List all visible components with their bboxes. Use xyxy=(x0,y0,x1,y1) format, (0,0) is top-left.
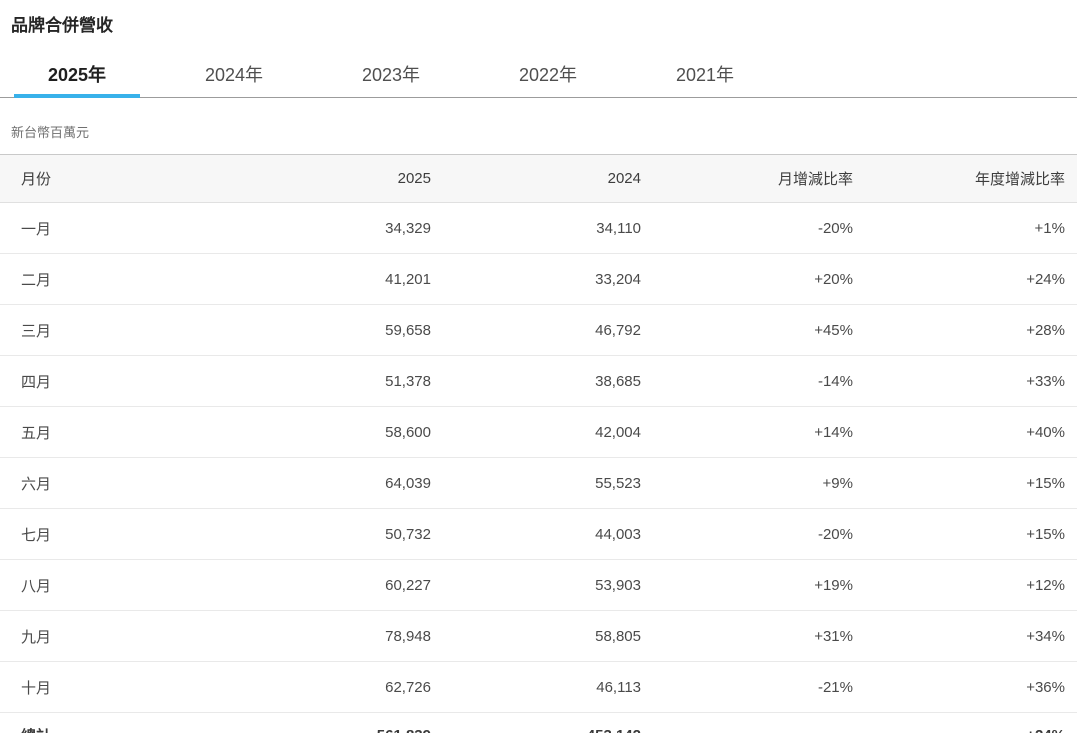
col-header-month: 月份 xyxy=(0,154,233,203)
cell-2025: 60,227 xyxy=(233,559,443,611)
cell-month: 七月 xyxy=(0,508,233,560)
tab-2024[interactable]: 2024年 xyxy=(204,65,264,85)
unit-note: 新台幣百萬元 xyxy=(11,125,90,140)
table-row: 五月 58,600 42,004 +14% +40% xyxy=(0,406,1077,458)
cell-yoy-change: +34% xyxy=(865,610,1077,662)
cell-2024: 46,113 xyxy=(443,661,653,713)
cell-2025: 51,378 xyxy=(233,355,443,407)
cell-2025: 34,329 xyxy=(233,202,443,254)
page-title: 品牌合併營收 xyxy=(11,16,113,35)
cell-mom-change: +9% xyxy=(653,457,865,509)
cell-2025: 78,948 xyxy=(233,610,443,662)
table-row: 七月 50,732 44,003 -20% +15% xyxy=(0,508,1077,560)
table-row: 六月 64,039 55,523 +9% +15% xyxy=(0,457,1077,509)
table-row: 三月 59,658 46,792 +45% +28% xyxy=(0,304,1077,356)
cell-mom-change: +31% xyxy=(653,610,865,662)
table-row: 八月 60,227 53,903 +19% +12% xyxy=(0,559,1077,611)
cell-2024: 38,685 xyxy=(443,355,653,407)
cell-month: 二月 xyxy=(0,253,233,305)
cell-yoy-change: +36% xyxy=(865,661,1077,713)
tab-2023[interactable]: 2023年 xyxy=(361,65,421,85)
cell-2025: 41,201 xyxy=(233,253,443,305)
cell-total-label: 總計 xyxy=(0,713,233,733)
cell-total-mom-change xyxy=(653,713,865,733)
cell-yoy-change: +33% xyxy=(865,355,1077,407)
cell-2025: 64,039 xyxy=(233,457,443,509)
cell-mom-change: -14% xyxy=(653,355,865,407)
cell-month: 六月 xyxy=(0,457,233,509)
revenue-table: 月份 2025 2024 月增減比率 年度增減比率 一月 34,329 34,1… xyxy=(0,154,1077,733)
cell-2025: 62,726 xyxy=(233,661,443,713)
col-header-mom-change: 月增減比率 xyxy=(653,154,865,203)
cell-mom-change: -21% xyxy=(653,661,865,713)
cell-month: 三月 xyxy=(0,304,233,356)
cell-2024: 55,523 xyxy=(443,457,653,509)
cell-mom-change: +19% xyxy=(653,559,865,611)
cell-total-2024: 453,142 xyxy=(443,713,653,733)
cell-mom-change: +14% xyxy=(653,406,865,458)
cell-month: 四月 xyxy=(0,355,233,407)
cell-month: 十月 xyxy=(0,661,233,713)
table-row: 九月 78,948 58,805 +31% +34% xyxy=(0,610,1077,662)
cell-yoy-change: +40% xyxy=(865,406,1077,458)
cell-mom-change: +20% xyxy=(653,253,865,305)
table-row: 一月 34,329 34,110 -20% +1% xyxy=(0,202,1077,254)
cell-2024: 58,805 xyxy=(443,610,653,662)
tab-2022[interactable]: 2022年 xyxy=(518,65,578,85)
cell-2025: 59,658 xyxy=(233,304,443,356)
cell-mom-change: -20% xyxy=(653,202,865,254)
cell-2025: 58,600 xyxy=(233,406,443,458)
cell-yoy-change: +24% xyxy=(865,253,1077,305)
cell-2024: 33,204 xyxy=(443,253,653,305)
cell-yoy-change: +12% xyxy=(865,559,1077,611)
cell-2025: 50,732 xyxy=(233,508,443,560)
cell-month: 五月 xyxy=(0,406,233,458)
col-header-2024: 2024 xyxy=(443,154,653,203)
cell-yoy-change: +15% xyxy=(865,508,1077,560)
tab-2025[interactable]: 2025年 xyxy=(14,62,140,98)
total-row: 總計 561,839 453,142 +24% xyxy=(0,713,1077,733)
cell-month: 九月 xyxy=(0,610,233,662)
table-row: 十月 62,726 46,113 -21% +36% xyxy=(0,661,1077,713)
table-row: 二月 41,201 33,204 +20% +24% xyxy=(0,253,1077,305)
cell-month: 一月 xyxy=(0,202,233,254)
cell-mom-change: +45% xyxy=(653,304,865,356)
cell-mom-change: -20% xyxy=(653,508,865,560)
cell-2024: 42,004 xyxy=(443,406,653,458)
cell-yoy-change: +15% xyxy=(865,457,1077,509)
year-tabs: 2025年 2024年 2023年 2022年 2021年 xyxy=(0,62,1077,98)
cell-yoy-change: +28% xyxy=(865,304,1077,356)
cell-2024: 44,003 xyxy=(443,508,653,560)
cell-total-yoy-change: +24% xyxy=(865,713,1077,733)
cell-2024: 53,903 xyxy=(443,559,653,611)
col-header-yoy-change: 年度增減比率 xyxy=(865,154,1077,203)
cell-month: 八月 xyxy=(0,559,233,611)
cell-total-2025: 561,839 xyxy=(233,713,443,733)
col-header-2025: 2025 xyxy=(233,154,443,203)
cell-2024: 34,110 xyxy=(443,202,653,254)
table-row: 四月 51,378 38,685 -14% +33% xyxy=(0,355,1077,407)
tab-2021[interactable]: 2021年 xyxy=(675,65,735,85)
header-row: 月份 2025 2024 月增減比率 年度增減比率 xyxy=(0,154,1077,203)
cell-2024: 46,792 xyxy=(443,304,653,356)
cell-yoy-change: +1% xyxy=(865,202,1077,254)
